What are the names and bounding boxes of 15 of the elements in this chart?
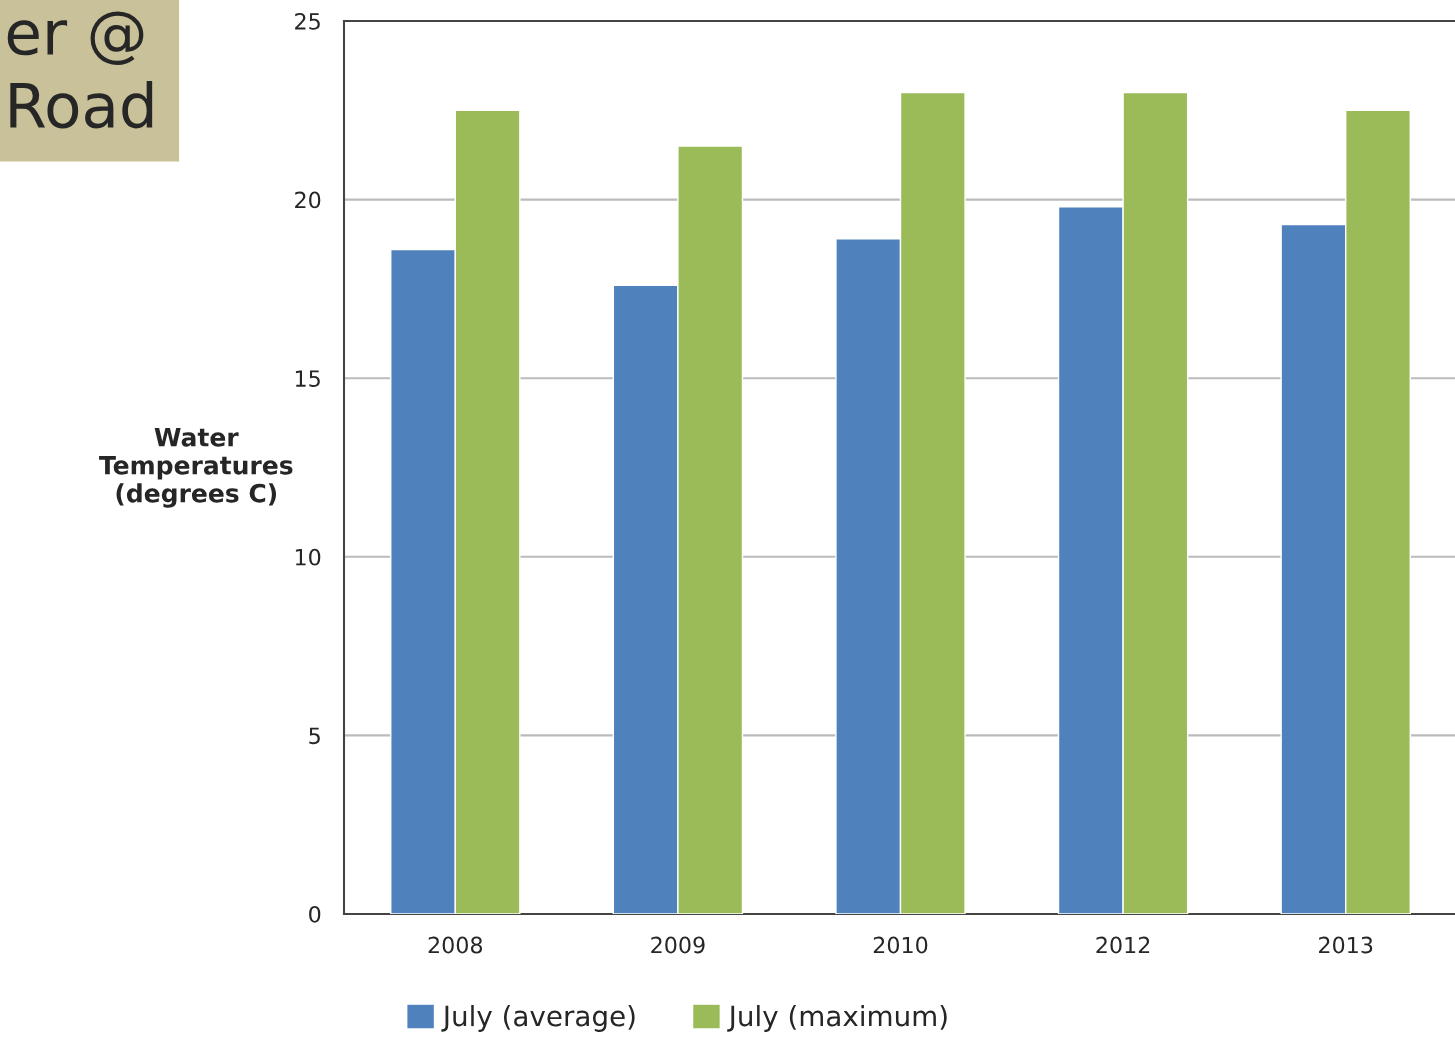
x-tick-label: 2013 [1319,936,1373,954]
x-tick-label: 2010 [873,936,928,954]
y-tick-label: 25 [295,12,320,30]
x-tick-label: 2012 [1096,936,1150,954]
chart-title: er @ Road [7,11,153,129]
x-tick-label: 2009 [651,936,705,954]
y-tick-label: 5 [309,727,320,745]
y-tick-label: 15 [295,370,320,387]
y-tick-label: 0 [309,905,321,923]
y-axis-title: Water Temperatures (degrees C) [99,428,293,508]
legend-label: July (average) [441,1005,635,1032]
legend-label: July (maximum) [727,1005,947,1032]
x-tick-label: 2008 [428,936,483,954]
y-tick-label: 10 [295,548,321,566]
y-tick-label: 20 [295,191,321,209]
